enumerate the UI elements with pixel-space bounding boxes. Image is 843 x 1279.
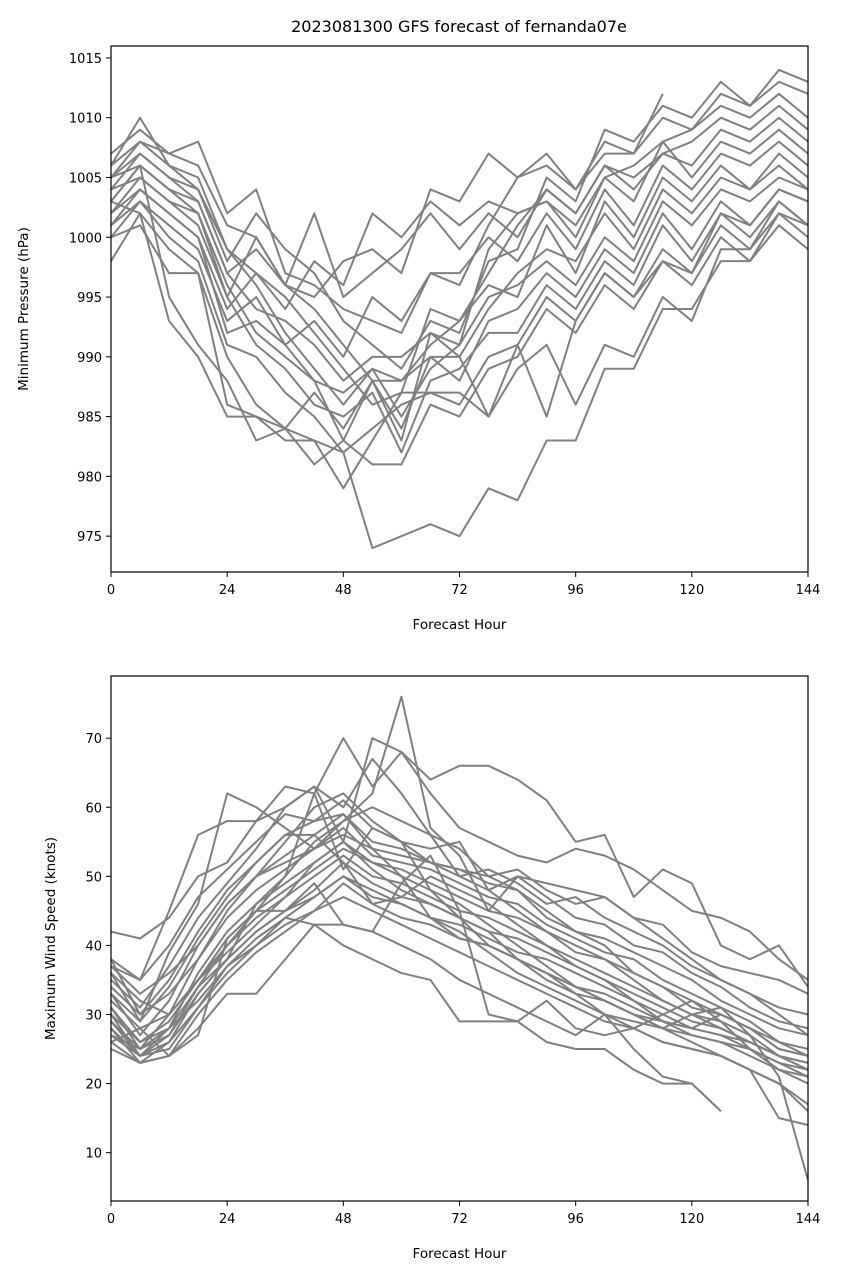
wind-y-tick-label: 20 (85, 1078, 102, 1093)
chart-title: 2023081300 GFS forecast of fernanda07e (291, 17, 627, 36)
pressure-y-tick-label: 985 (77, 411, 102, 426)
pressure-y-tick-label: 975 (77, 530, 102, 545)
pressure-y-tick-label: 1000 (69, 231, 102, 246)
wind-y-tick-label: 30 (85, 1008, 102, 1023)
wind-y-tick-label: 70 (85, 732, 102, 747)
pressure-series-line (110, 152, 809, 394)
pressure-x-tick-label: 144 (796, 583, 821, 598)
pressure-y-axis-label: Minimum Pressure (hPa) (16, 227, 32, 391)
wind-series-line (110, 737, 809, 981)
pressure-series-line (110, 68, 809, 370)
pressure-x-tick-label: 0 (107, 583, 115, 598)
wind-y-tick-label: 40 (85, 939, 102, 954)
pressure-x-tick-label: 96 (567, 583, 584, 598)
wind-series-line (110, 799, 809, 1030)
pressure-series-line (110, 140, 809, 358)
wind-series-line (110, 695, 809, 1023)
wind-y-axis-label: Maximum Wind Speed (knots) (43, 837, 59, 1040)
pressure-x-tick-label: 24 (219, 583, 236, 598)
wind-series-line (110, 826, 809, 1051)
pressure-y-tick-label: 1005 (69, 172, 102, 187)
wind-x-tick-label: 96 (567, 1212, 584, 1227)
pressure-x-tick-label: 48 (335, 583, 352, 598)
pressure-series-group (110, 68, 809, 550)
wind-x-tick-label: 24 (219, 1212, 236, 1227)
pressure-y-tick-label: 1015 (69, 52, 102, 67)
wind-series-line (110, 896, 809, 1106)
wind-series-line (110, 792, 809, 1181)
pressure-x-tick-label: 120 (679, 583, 704, 598)
wind-series-line (110, 813, 809, 1126)
wind-series-line (110, 833, 809, 1016)
wind-y-tick-label: 10 (85, 1147, 102, 1162)
pressure-series-line (110, 93, 664, 334)
pressure-x-axis-label: Forecast Hour (413, 617, 507, 633)
wind-series-line (110, 833, 809, 1057)
pressure-y-tick-label: 1010 (69, 112, 102, 127)
pressure-y-tick-label: 980 (77, 470, 102, 485)
pressure-series-line (110, 188, 809, 442)
pressure-series-line (110, 212, 809, 466)
pressure-panel: 0 24 48 72 96 120 144 975 980 985 990 995 1000 1005 10… (16, 45, 821, 633)
wind-series-line (110, 737, 809, 988)
pressure-series-line (110, 200, 809, 490)
pressure-x-tick-label: 72 (451, 583, 468, 598)
pressure-y-tick-label: 990 (77, 351, 102, 366)
wind-x-tick-label: 72 (451, 1212, 468, 1227)
wind-y-tick-label: 50 (85, 870, 102, 885)
wind-series-line (110, 923, 722, 1112)
pressure-series-line (110, 140, 809, 418)
wind-x-tick-label: 120 (679, 1212, 704, 1227)
wind-series-line (110, 916, 809, 1085)
wind-x-tick-label: 144 (796, 1212, 821, 1227)
pressure-series-line (110, 164, 809, 442)
wind-x-tick-label: 48 (335, 1212, 352, 1227)
wind-speed-panel: 0 24 48 72 96 120 144 10 20 30 40 50 60 70 Forecast Ho… (43, 675, 821, 1262)
wind-x-tick-label: 0 (107, 1212, 115, 1227)
pressure-series-line (110, 116, 809, 299)
wind-series-group (110, 695, 809, 1181)
pressure-y-tick-label: 995 (77, 291, 102, 306)
pressure-series-line (110, 200, 809, 550)
pressure-series-line (110, 128, 809, 310)
pressure-series-line (110, 176, 809, 454)
wind-x-axis-label: Forecast Hour (413, 1246, 507, 1262)
wind-series-line (110, 854, 722, 1112)
wind-y-tick-label: 60 (85, 801, 102, 816)
wind-series-line (110, 840, 809, 1057)
